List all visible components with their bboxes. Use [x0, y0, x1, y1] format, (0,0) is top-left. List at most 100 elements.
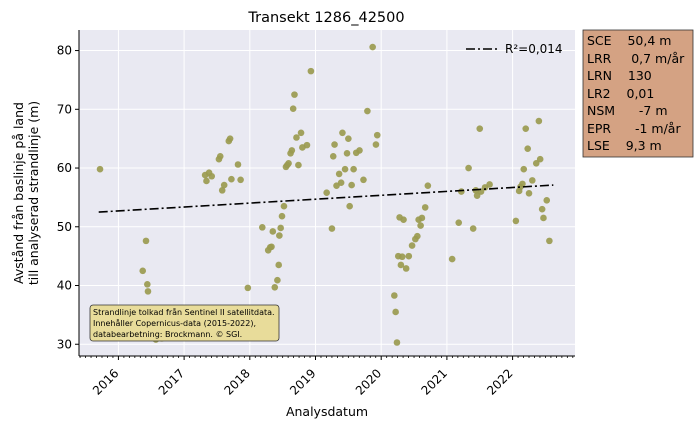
y-tick-label: 60 — [57, 161, 72, 175]
data-point — [393, 339, 401, 346]
source-note-line-1: Strandlinje tolkad från Sentinel II sate… — [93, 307, 275, 317]
data-point — [350, 165, 357, 173]
data-point — [469, 225, 477, 232]
data-point — [307, 67, 315, 75]
data-point — [532, 160, 540, 167]
data-point — [277, 224, 284, 232]
data-point — [328, 225, 336, 232]
data-point — [144, 288, 152, 295]
data-point — [455, 219, 463, 226]
data-point — [417, 222, 424, 229]
x-tick-label: 2022 — [484, 366, 515, 397]
data-point — [346, 202, 353, 210]
data-point — [405, 252, 413, 260]
x-tick-label: 2016 — [90, 366, 121, 397]
data-point — [220, 181, 228, 189]
source-note-box — [89, 304, 280, 342]
y-axis-label-line-2: till analyserad strandlinje (m) — [26, 101, 41, 285]
x-tick-label: 2021 — [419, 366, 450, 397]
trend-line — [98, 184, 554, 213]
chart-title: Transekt 1286_42500 — [247, 10, 404, 26]
data-point — [295, 161, 302, 169]
data-point — [402, 265, 410, 272]
legend-label: R²=0,014 — [505, 42, 563, 56]
data-point — [96, 165, 104, 173]
stats-lrn: LRN 130 — [587, 68, 652, 83]
data-point — [476, 125, 484, 132]
y-axis-label-line-1: Avstånd från baslinje på land — [11, 102, 26, 284]
data-points — [96, 43, 553, 346]
data-point — [345, 135, 352, 142]
data-point — [520, 165, 528, 173]
data-point — [337, 179, 345, 187]
x-gridlines — [117, 30, 514, 356]
data-point — [291, 91, 298, 98]
data-point — [216, 152, 224, 160]
data-point — [323, 189, 330, 197]
data-point — [335, 170, 343, 178]
data-point — [398, 253, 406, 261]
data-point — [397, 261, 405, 269]
stats-lr2: LR2 0,01 — [587, 86, 654, 101]
y-tick-label: 50 — [57, 220, 72, 234]
data-point — [258, 224, 266, 231]
legend: R²=0,014 — [466, 42, 563, 56]
data-point — [339, 129, 346, 137]
y-ticks: 30 40 50 60 70 80 — [57, 44, 79, 351]
data-point — [275, 261, 283, 269]
stats-sce: SCE 50,4 m — [587, 33, 671, 48]
source-note: Strandlinje tolkad från Sentinel II sate… — [89, 304, 280, 342]
stats-epr: EPR -1 m/år — [587, 121, 681, 136]
data-point — [525, 189, 533, 197]
data-point — [237, 176, 244, 184]
source-note-line-2: Innehåller Copernicus-data (2015-2022), — [93, 318, 256, 328]
y-axis-label: Avstånd från baslinje på land till analy… — [11, 101, 41, 285]
data-point — [268, 243, 275, 251]
data-point — [343, 150, 351, 157]
data-point — [297, 129, 305, 137]
data-point — [546, 237, 553, 245]
x-ticks: 2016 2017 2018 2019 2020 2021 2022 — [79, 356, 574, 398]
data-point — [465, 164, 472, 172]
data-point — [142, 237, 150, 245]
x-tick-label: 2018 — [221, 366, 252, 397]
y-tick-label: 70 — [57, 102, 72, 116]
data-point — [278, 212, 286, 220]
data-point — [486, 181, 493, 188]
data-point — [391, 292, 398, 299]
data-point — [360, 176, 367, 184]
data-point — [144, 281, 151, 288]
data-point — [414, 232, 421, 240]
data-point — [543, 197, 551, 204]
data-point — [408, 242, 416, 249]
data-point — [208, 172, 216, 180]
data-point — [448, 255, 456, 263]
data-point — [400, 216, 407, 224]
stats-box-background — [582, 29, 694, 158]
data-point — [274, 276, 281, 284]
data-point — [271, 283, 279, 291]
data-point — [293, 134, 300, 141]
data-point — [234, 161, 242, 168]
data-point — [331, 141, 338, 148]
data-point — [218, 187, 226, 194]
data-point — [421, 204, 429, 211]
x-axis-label: Analysdatum — [286, 404, 368, 419]
data-point — [536, 155, 544, 163]
data-point — [329, 152, 337, 160]
data-point — [356, 147, 363, 154]
data-point — [364, 107, 371, 115]
data-point — [303, 141, 311, 149]
stats-nsm: NSM -7 m — [587, 103, 668, 118]
data-point — [139, 267, 147, 275]
data-point — [512, 217, 520, 225]
data-point — [458, 188, 465, 195]
x-tick-label: 2017 — [156, 366, 187, 397]
data-point — [369, 43, 376, 51]
data-point — [269, 228, 277, 235]
data-point — [392, 308, 399, 316]
data-point — [226, 135, 234, 142]
y-gridlines — [79, 50, 575, 345]
stats-lse: LSE 9,3 m — [587, 138, 662, 153]
